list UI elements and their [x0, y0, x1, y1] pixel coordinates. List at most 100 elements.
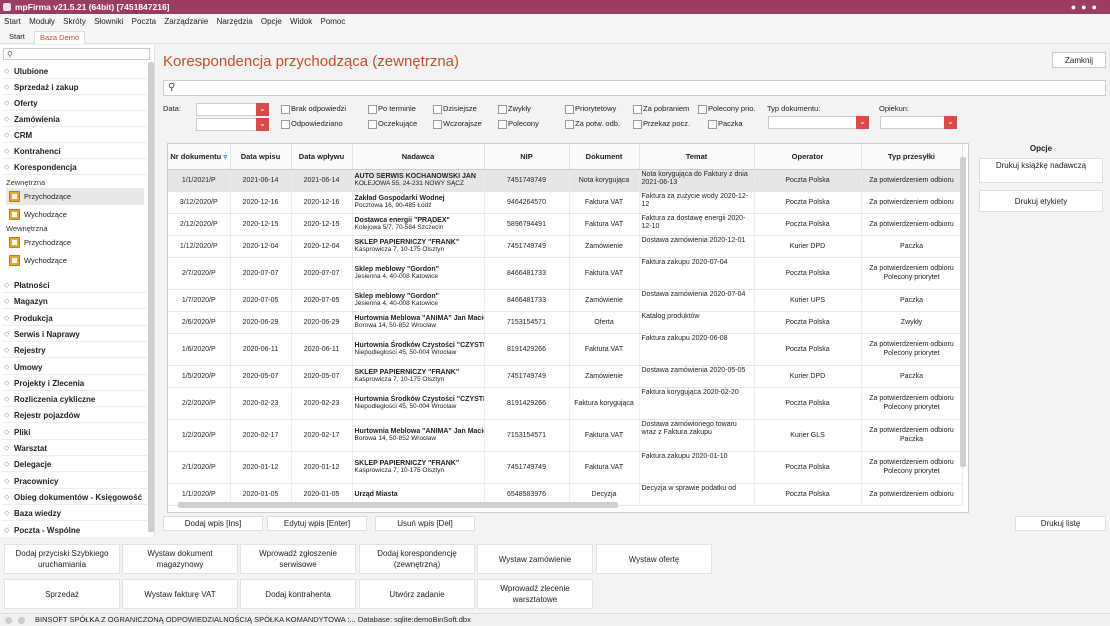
sidebar-item-zew-przychodzace[interactable]: Przychodzące — [6, 188, 144, 205]
sidebar-item-5[interactable]: ◇ Kontrahenci — [2, 144, 148, 159]
sidebar-item-b1[interactable]: ◇ Magazyn — [2, 294, 148, 310]
filter-checkbox[interactable]: Oczekujące — [368, 119, 417, 129]
sidebar-item-0[interactable]: ◇ Ulubione — [2, 64, 148, 79]
table-horizontal-scrollbar[interactable] — [168, 500, 958, 511]
sidebar-item-zew-wychodzace[interactable]: Wychodzące — [6, 206, 144, 223]
table-row[interactable]: 1/12/2020/P 2020-12-04 2020-12-04 SKLEP PAP… — [168, 235, 963, 258]
search-input[interactable]: ⚲ — [163, 80, 1106, 96]
filter-checkbox[interactable]: Dzisiejsze — [433, 104, 477, 114]
quick-action-button[interactable]: Sprzedaż — [4, 579, 120, 609]
quick-action-button[interactable]: Wprowadź zgłoszenie serwisowe — [240, 544, 356, 574]
quick-action-button[interactable]: Wystaw fakturę VAT — [122, 579, 238, 609]
sidebar-search-input[interactable]: ⚲ — [3, 48, 150, 60]
date-to-dropdown[interactable]: ⌄ — [196, 118, 269, 131]
edit-entry-button[interactable]: Edytuj wpis [Enter] — [267, 516, 367, 531]
quick-action-button[interactable]: Wystaw ofertę — [596, 544, 712, 574]
filter-checkbox[interactable]: Polecony — [498, 119, 539, 129]
filter-checkbox[interactable]: Po terminie — [368, 104, 416, 114]
sidebar-item-b14[interactable]: ◇ Baza wiedzy — [2, 506, 148, 522]
sidebar-scrollbar[interactable] — [148, 62, 154, 532]
sidebar-item-b3[interactable]: ◇ Serwis i Naprawy — [2, 327, 148, 342]
sidebar-item-b6[interactable]: ◇ Projekty i Zlecenia — [2, 376, 148, 391]
table-row[interactable]: 2/12/2020/P 2020-12-15 2020-12-15 Dostawca … — [168, 213, 963, 236]
sidebar-item-b11[interactable]: ◇ Delegacje — [2, 457, 148, 473]
menu-pomoc[interactable]: Pomoc — [320, 17, 346, 26]
table-row[interactable]: 1/2/2020/P 2020-02-17 2020-02-17 Hurtownia … — [168, 419, 963, 452]
menu-narzedzia[interactable]: Narzędzia — [216, 17, 253, 26]
print-dispatch-book-button[interactable]: Drukuj książkę nadawczą — [979, 158, 1103, 183]
window-controls[interactable]: ●●● — [1070, 2, 1102, 12]
sidebar-item-b0[interactable]: ◇ Płatności — [2, 278, 148, 293]
quick-action-button[interactable]: Dodaj przyciski Szybkiego uruchamiania — [4, 544, 120, 574]
column-header[interactable]: Operator — [754, 144, 862, 170]
menu-start[interactable]: Start — [4, 17, 21, 26]
menu-widok[interactable]: Widok — [290, 17, 313, 26]
table-row[interactable]: 2/7/2020/P 2020-07-07 2020-07-07 Sklep mebl… — [168, 257, 963, 290]
sidebar-item-3[interactable]: ◇ Zamówienia — [2, 112, 148, 127]
sidebar-item-4[interactable]: ◇ CRM — [2, 128, 148, 143]
menu-zarzadzanie[interactable]: Zarządzanie — [164, 17, 209, 26]
tab-start[interactable]: Start — [9, 32, 25, 41]
sidebar-item-b9[interactable]: ◇ Pliki — [2, 425, 148, 440]
add-entry-button[interactable]: Dodaj wpis [Ins] — [163, 516, 263, 531]
sidebar-item-b8[interactable]: ◇ Rejestr pojazdów — [2, 408, 148, 424]
table-row[interactable]: 2/1/2020/P 2020-01-12 2020-01-12 SKLEP PAPI… — [168, 451, 963, 484]
filter-checkbox[interactable]: Zwykły — [498, 104, 531, 114]
column-header[interactable]: NIP — [484, 144, 570, 170]
sidebar-item-b5[interactable]: ◇ Umowy — [2, 360, 148, 375]
table-row[interactable]: 1/1/2021/P 2021-06-14 2021-06-14 AUTO SERWI… — [168, 169, 963, 192]
quick-action-button[interactable]: Utwórz zadanie — [359, 579, 475, 609]
column-header[interactable]: Typ przesyłki — [861, 144, 963, 170]
table-row[interactable]: 2/6/2020/P 2020-06-29 2020-06-29 Hurtownia … — [168, 311, 963, 334]
menu-moduly[interactable]: Moduły — [29, 17, 55, 26]
sidebar-item-b2[interactable]: ◇ Produkcja — [2, 311, 148, 326]
quick-action-button[interactable]: Wystaw zamówienie — [477, 544, 593, 574]
filter-checkbox[interactable]: Brak odpowiedzi — [281, 104, 346, 114]
column-header[interactable]: Data wpisu — [230, 144, 292, 170]
table-row[interactable]: 1/5/2020/P 2020-05-07 2020-05-07 SKLEP PAPI… — [168, 365, 963, 388]
menu-slowniki[interactable]: Słowniki — [94, 17, 124, 26]
close-button[interactable]: Zamknij — [1052, 52, 1106, 68]
table-row[interactable]: 2/2/2020/P 2020-02-23 2020-02-23 Hurtownia … — [168, 387, 963, 420]
filter-checkbox[interactable]: Za potw. odb. — [565, 119, 620, 129]
table-row[interactable]: 1/6/2020/P 2020-06-11 2020-06-11 Hurtownia … — [168, 333, 963, 366]
filter-checkbox[interactable]: Paczka — [708, 119, 743, 129]
quick-action-button[interactable]: Dodaj kontrahenta — [240, 579, 356, 609]
quick-action-button[interactable]: Dodaj korespondencję (zewnętrzną) — [359, 544, 475, 574]
menu-poczta[interactable]: Poczta — [131, 17, 157, 26]
column-header[interactable]: Dokument — [569, 144, 640, 170]
filter-checkbox[interactable]: Odpowiedziano — [281, 119, 343, 129]
column-header[interactable]: Temat — [639, 144, 755, 170]
menu-opcje[interactable]: Opcje — [260, 17, 282, 26]
sidebar-item-wew-wychodzace[interactable]: Wychodzące — [6, 252, 144, 269]
sidebar-item-b12[interactable]: ◇ Pracownicy — [2, 474, 148, 489]
sidebar-item-wew-przychodzace[interactable]: Przychodzące — [6, 234, 144, 251]
filter-checkbox[interactable]: Przekaz pocz. — [633, 119, 690, 129]
menu-skroty[interactable]: Skróty — [63, 17, 86, 26]
filter-checkbox[interactable]: Za pobraniem — [633, 104, 689, 114]
sidebar-item-6[interactable]: ◇ Korespondencja — [2, 160, 148, 175]
sidebar-item-1[interactable]: ◇ Sprzedaż i zakup — [2, 80, 148, 95]
quick-action-button[interactable]: Wprowadź zlecenie warsztatowe — [477, 579, 593, 609]
doc-type-dropdown[interactable]: ⌄ — [768, 116, 869, 129]
delete-entry-button[interactable]: Usuń wpis [Del] — [375, 516, 475, 531]
quick-action-button[interactable]: Wystaw dokument magazynowy — [122, 544, 238, 574]
sidebar-item-2[interactable]: ◇ Oferty — [2, 96, 148, 111]
print-labels-button[interactable]: Drukuj etykiety — [979, 190, 1103, 212]
sidebar-item-b4[interactable]: ◇ Rejestry — [2, 343, 148, 359]
column-header[interactable]: Nadawca — [352, 144, 485, 170]
sidebar-item-b10[interactable]: ◇ Warsztat — [2, 441, 148, 456]
table-row[interactable]: 3/12/2020/P 2020-12-16 2020-12-16 Zakład Go… — [168, 191, 963, 214]
guardian-dropdown[interactable]: ⌄ — [880, 116, 957, 129]
sidebar-item-b7[interactable]: ◇ Rozliczenia cykliczne — [2, 392, 148, 408]
column-header[interactable]: Data wpływu — [291, 144, 353, 170]
column-header[interactable]: Nr dokumentu ▿ — [168, 144, 231, 170]
date-from-dropdown[interactable]: ⌄ — [196, 103, 269, 116]
sidebar-item-b13[interactable]: ◇ Obieg dokumentów - Księgowość — [2, 490, 148, 505]
table-vertical-scrollbar[interactable] — [959, 152, 967, 502]
print-list-button[interactable]: Drukuj listę — [1015, 516, 1106, 531]
filter-checkbox[interactable]: Wczorajsze — [433, 119, 482, 129]
filter-checkbox[interactable]: Polecony prio. — [698, 104, 756, 114]
tab-baza-demo[interactable]: Baza Demo — [34, 31, 86, 44]
table-row[interactable]: 1/7/2020/P 2020-07-05 2020-07-05 Sklep mebl… — [168, 289, 963, 312]
